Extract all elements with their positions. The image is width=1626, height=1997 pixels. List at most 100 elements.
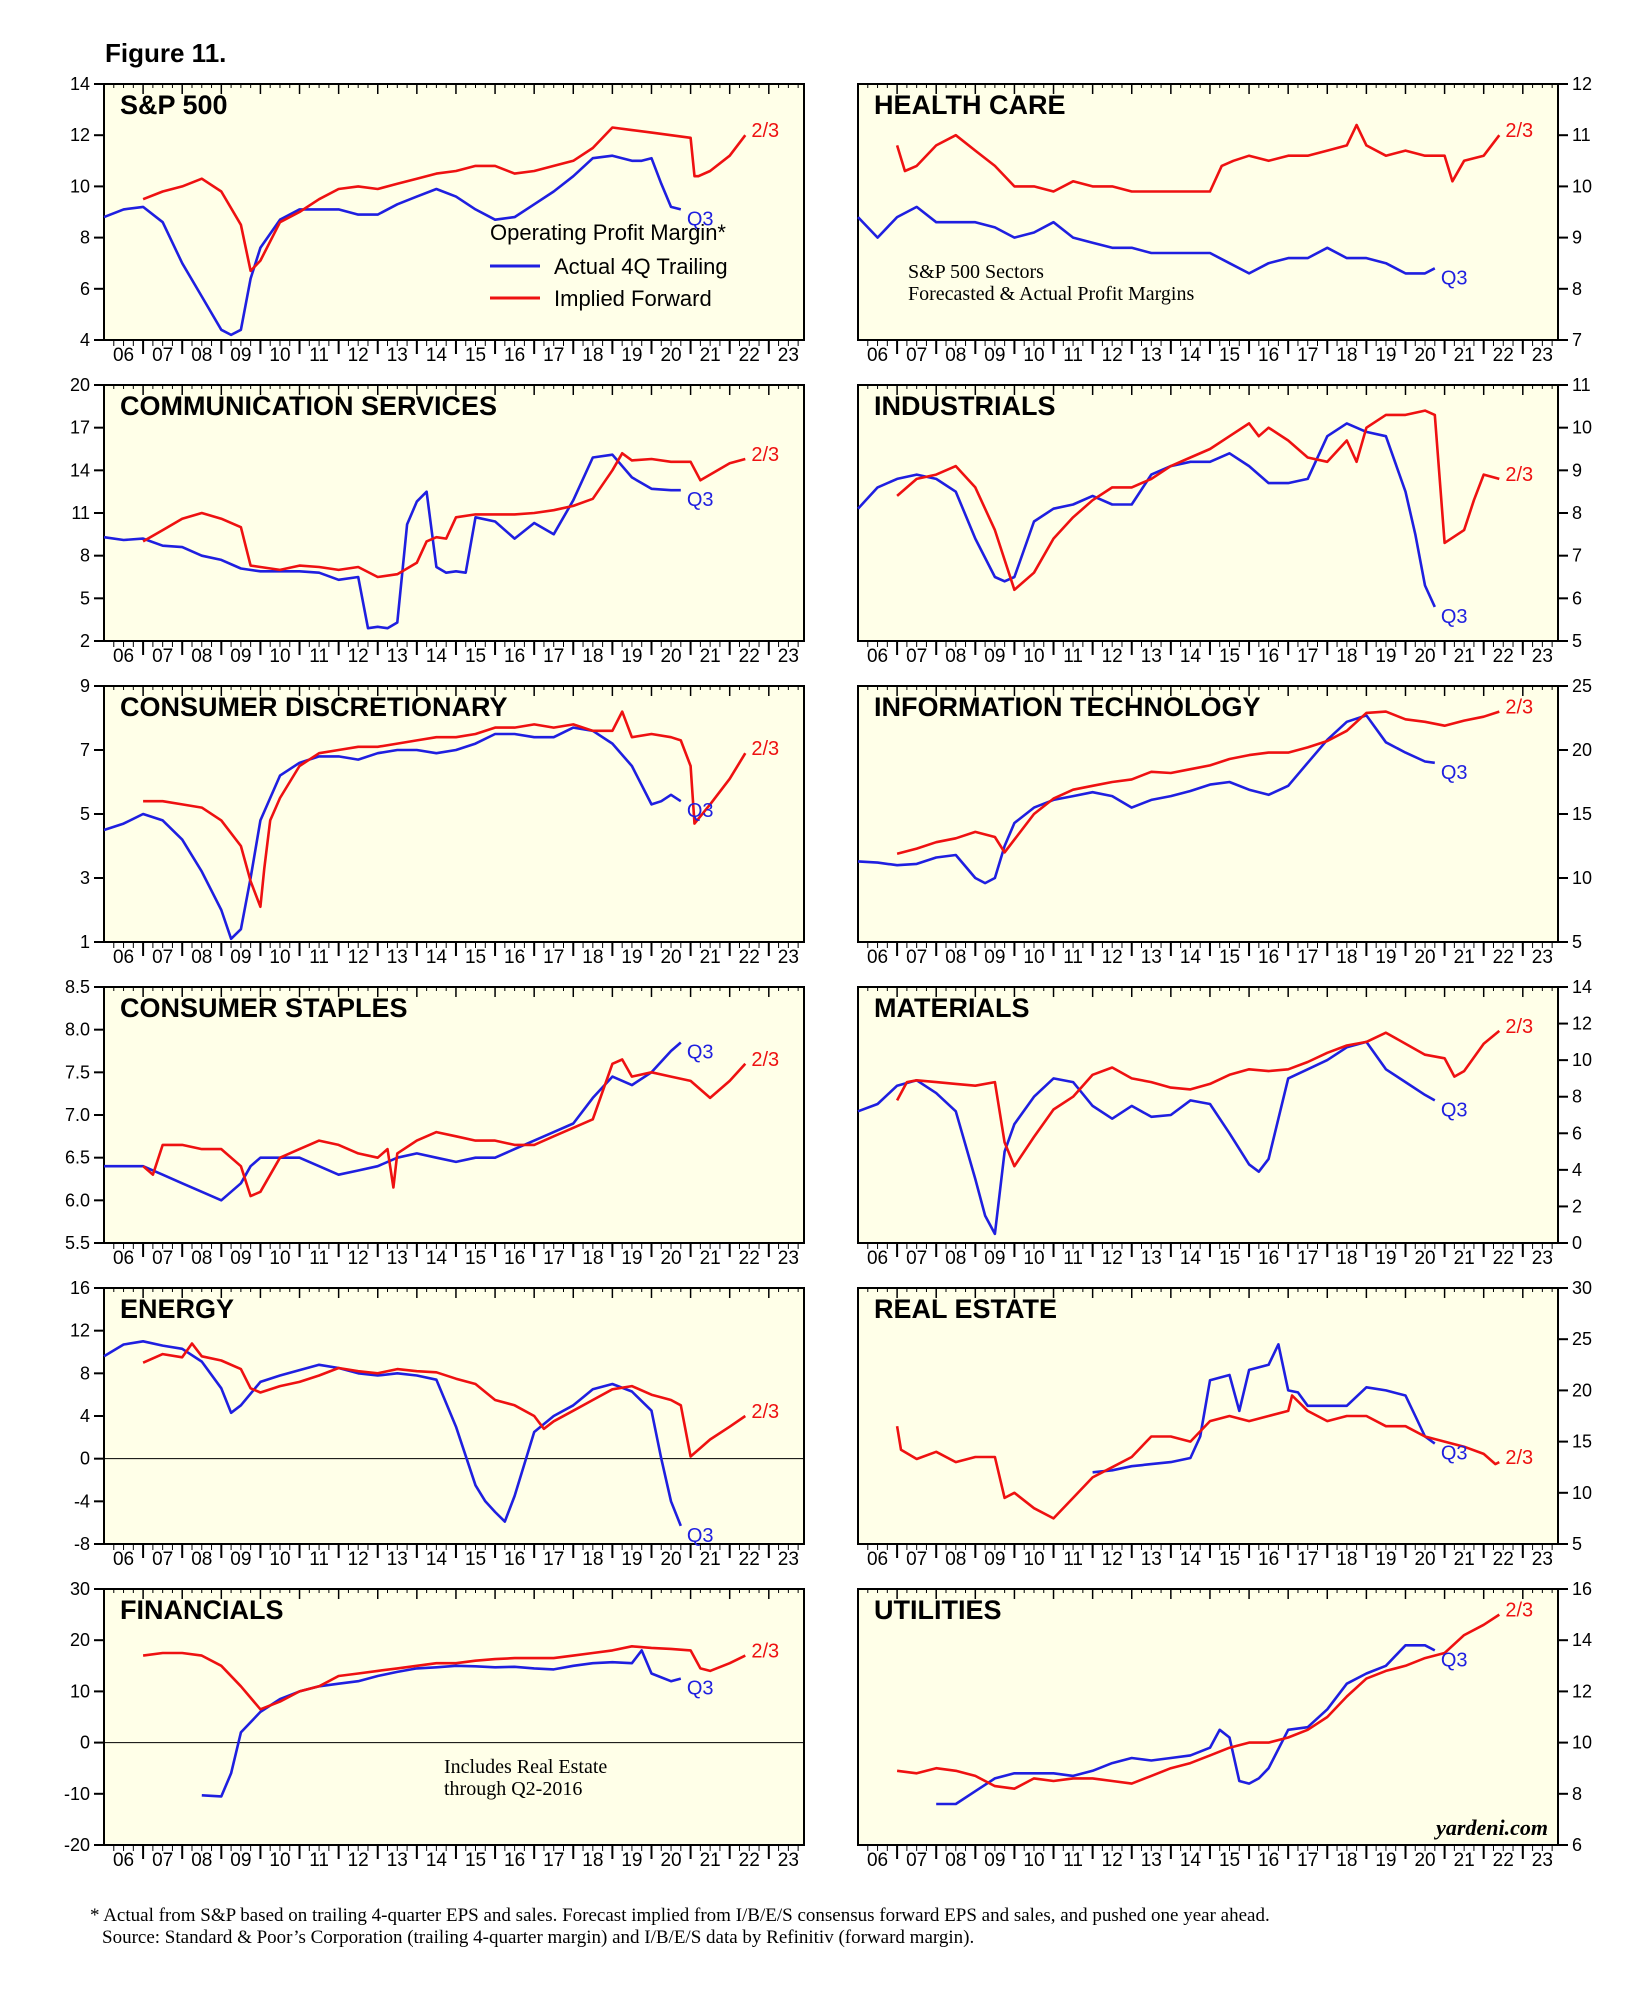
y-tick-label: 10 [70, 176, 90, 196]
plot-area [103, 685, 805, 943]
x-tick-label: 17 [1297, 1248, 1318, 1269]
x-tick-label: 14 [426, 1850, 448, 1871]
x-tick-label: 08 [191, 947, 212, 968]
x-tick-label: 08 [945, 345, 966, 366]
x-tick-label: 21 [700, 345, 721, 366]
x-tick-label: 19 [1375, 1549, 1396, 1570]
x-tick-label: 18 [582, 1549, 603, 1570]
x-tick-label: 10 [1023, 345, 1044, 366]
x-tick-label: 12 [1102, 1248, 1123, 1269]
x-tick-label: 19 [621, 1248, 642, 1269]
x-tick-label: 22 [1493, 1549, 1514, 1570]
x-tick-label: 23 [778, 345, 799, 366]
y-tick-label: 5 [1572, 1534, 1582, 1554]
x-tick-label: 20 [1414, 1850, 1435, 1871]
x-tick-label: 10 [269, 646, 290, 667]
x-tick-label: 22 [1493, 345, 1514, 366]
x-tick-label: 08 [191, 1549, 212, 1570]
x-tick-label: 16 [1258, 947, 1279, 968]
y-tick-label: 2 [80, 631, 90, 651]
x-tick-label: 16 [504, 947, 525, 968]
x-tick-label: 10 [269, 1549, 290, 1570]
x-tick-label: 09 [230, 1248, 251, 1269]
x-tick-label: 18 [1336, 947, 1357, 968]
y-tick-label: 1 [80, 932, 90, 952]
x-tick-label: 06 [113, 1549, 134, 1570]
x-tick-label: 10 [269, 1850, 290, 1871]
x-tick-label: 13 [1141, 345, 1162, 366]
forward-end-label: 2/3 [1505, 464, 1533, 486]
y-tick-label: 10 [1572, 176, 1592, 196]
x-tick-label: 16 [504, 646, 525, 667]
forward-end-label: 2/3 [1505, 1447, 1533, 1469]
y-tick-label: 6 [80, 279, 90, 299]
x-tick-label: 07 [152, 1549, 173, 1570]
panel-utilities: 06 07 08 09 10 11 12 13 14 15 16 17 18 19 20 21 22 23 6 8 10… [857, 1579, 1592, 1871]
x-tick-label: 07 [152, 1850, 173, 1871]
y-tick-label: -20 [64, 1835, 90, 1855]
x-tick-label: 19 [621, 345, 642, 366]
x-tick-label: 06 [867, 1248, 888, 1269]
y-tick-label: 11 [1572, 375, 1591, 395]
x-tick-label: 18 [582, 1248, 603, 1269]
x-tick-label: 09 [984, 1248, 1005, 1269]
y-tick-label: 12 [1572, 1014, 1592, 1034]
x-tick-label: 11 [309, 646, 329, 667]
actual-series-line [103, 154, 682, 337]
x-tick-label: 07 [906, 1850, 927, 1871]
forward-series-line [896, 1613, 1501, 1790]
y-tick-label: 0 [80, 1733, 90, 1753]
x-tick-label: 20 [1414, 345, 1435, 366]
legend-label-actual: Actual 4Q Trailing [554, 254, 728, 279]
y-tick-label: 7 [1572, 546, 1582, 566]
y-tick-label: 7.5 [65, 1062, 90, 1082]
panel-real-estate: 06 07 08 09 10 11 12 13 14 15 16 17 18 19 20 21 22 23 5 10 1… [857, 1278, 1592, 1570]
y-tick-label: 4 [1572, 1160, 1582, 1180]
x-tick-label: 15 [465, 947, 486, 968]
panel-title: S&P 500 [120, 90, 228, 120]
y-tick-label: 15 [1572, 804, 1592, 824]
y-tick-label: 8 [80, 228, 90, 248]
footnote-line-2: Source: Standard & Poor’s Corporation (t… [102, 1927, 975, 1948]
x-tick-label: 07 [152, 1248, 173, 1269]
forward-series-line [143, 710, 747, 909]
x-tick-label: 15 [465, 345, 486, 366]
forward-end-label: 2/3 [751, 1401, 779, 1423]
x-tick-label: 21 [1454, 646, 1475, 667]
x-tick-label: 15 [465, 1850, 486, 1871]
y-tick-label: 8.5 [65, 977, 90, 997]
x-tick-label: 06 [113, 345, 134, 366]
y-tick-label: -10 [64, 1784, 90, 1804]
y-tick-label: 6 [1572, 588, 1582, 608]
x-tick-label: 19 [1375, 1248, 1396, 1269]
actual-series-line [103, 726, 682, 941]
y-tick-label: 10 [1572, 868, 1592, 888]
y-tick-label: 8 [1572, 1087, 1582, 1107]
x-tick-label: 19 [621, 1850, 642, 1871]
y-tick-label: 14 [1572, 1630, 1592, 1650]
panel-health-care: 06 07 08 09 10 11 12 13 14 15 16 17 18 19 20 21 22 23 7 8 9 1… [857, 74, 1592, 366]
x-tick-label: 07 [152, 345, 173, 366]
x-tick-label: 17 [1297, 947, 1318, 968]
y-tick-label: 25 [1572, 1329, 1592, 1349]
x-tick-label: 14 [1180, 1850, 1202, 1871]
x-tick-label: 12 [348, 947, 369, 968]
x-tick-label: 21 [700, 1850, 721, 1871]
x-tick-label: 08 [945, 646, 966, 667]
x-tick-label: 23 [778, 646, 799, 667]
x-tick-label: 20 [660, 1248, 681, 1269]
actual-series-line [103, 453, 681, 630]
plot-area [103, 1287, 805, 1545]
x-tick-label: 17 [1297, 345, 1318, 366]
panel-financials: 06 07 08 09 10 11 12 13 14 15 16 17 18 19 20 21 22 23 -20 -… [64, 1579, 805, 1871]
x-tick-label: 12 [348, 1850, 369, 1871]
x-tick-label: 06 [867, 1549, 888, 1570]
x-tick-label: 11 [309, 1549, 329, 1570]
panel-communication-services: 06 07 08 09 10 11 12 13 14 15 16 17 18 19 20 21 22 23 2 5 8 1… [70, 375, 805, 667]
x-tick-label: 14 [426, 646, 448, 667]
x-tick-label: 11 [1063, 1549, 1083, 1570]
x-tick-label: 20 [1414, 1248, 1435, 1269]
x-tick-label: 17 [543, 1248, 564, 1269]
y-tick-label: 12 [1572, 74, 1592, 94]
x-tick-label: 23 [778, 1850, 799, 1871]
